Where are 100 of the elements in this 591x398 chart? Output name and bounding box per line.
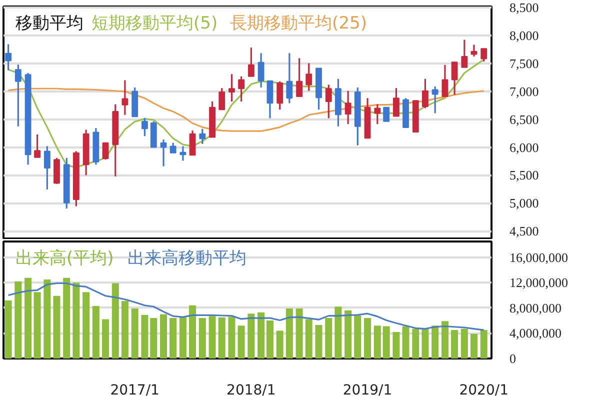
y-tick-label: 7,000 [510, 84, 539, 99]
bar [44, 279, 51, 358]
candlestick [14, 64, 22, 128]
candlestick [170, 142, 176, 154]
bar [364, 318, 372, 358]
bar [334, 306, 342, 358]
bar [296, 308, 303, 358]
y-tick-label: 7,500 [510, 56, 539, 71]
candlestick [199, 128, 206, 145]
bar [266, 320, 274, 358]
bar [238, 326, 245, 358]
bar [189, 305, 196, 358]
text: 長期移動平均(25) [230, 14, 367, 34]
y-tick-label: 8,000,000 [510, 300, 562, 316]
bar [102, 319, 110, 358]
bar [354, 315, 362, 358]
x-tick-label: 2017/1 [110, 382, 160, 398]
candlestick [276, 80, 284, 110]
bar [432, 326, 439, 358]
y-tick-label: 6,000 [510, 140, 539, 155]
candlestick [392, 87, 400, 118]
bar [112, 283, 119, 358]
y-tick-label: 6,500 [510, 112, 539, 127]
x-tick-label: 2018/1 [226, 382, 276, 398]
bar [92, 306, 100, 358]
candlestick [442, 64, 448, 98]
bar [392, 332, 400, 358]
series-label: 出来高(平均) [16, 248, 114, 268]
series-label: 出来高移動平均 [128, 248, 247, 268]
candlestick [160, 138, 167, 168]
candlestick [470, 44, 478, 58]
bar [460, 328, 468, 358]
bar [179, 317, 186, 358]
candlestick [34, 134, 40, 158]
bar [4, 300, 12, 358]
bar [422, 328, 429, 358]
bar [248, 314, 255, 358]
candlestick [54, 157, 60, 185]
candlestick [218, 87, 226, 110]
bar [276, 330, 284, 358]
bar [441, 321, 448, 358]
bar [160, 314, 168, 358]
bar [14, 281, 22, 358]
text: 短期移動平均(5) [92, 14, 218, 34]
x-tick-label: 2020/1 [459, 382, 508, 398]
bar [150, 318, 158, 358]
bar [325, 318, 332, 358]
candlestick [383, 106, 390, 122]
candlestick [266, 80, 274, 120]
y-tick-label: 12,000,000 [510, 275, 568, 290]
candlestick [44, 145, 50, 190]
candlestick [432, 86, 438, 114]
bar [374, 326, 381, 358]
bar [63, 278, 70, 358]
candlestick [451, 61, 458, 96]
bar [382, 326, 390, 358]
bar [24, 278, 32, 358]
candlestick [374, 103, 381, 125]
bar [53, 296, 60, 358]
y-tick-label: 0 [510, 351, 516, 366]
bar [286, 308, 293, 358]
candlestick [258, 52, 264, 88]
candlestick [344, 90, 352, 125]
bar [198, 318, 206, 358]
y-tick-label: 8,000 [510, 28, 539, 44]
y-tick-label: 4,500 [510, 224, 539, 239]
bar [131, 308, 138, 358]
bar [141, 314, 148, 358]
candlestick [296, 57, 303, 98]
y-tick-label: 5,500 [510, 168, 539, 183]
candlestick [325, 84, 332, 120]
bar [451, 330, 458, 358]
candlestick [422, 78, 428, 109]
bar [305, 319, 312, 358]
candlestick [238, 76, 244, 102]
candlestick [102, 142, 109, 160]
bar [315, 324, 322, 358]
bar [121, 300, 128, 358]
candlestick [141, 117, 148, 137]
candlestick [122, 79, 128, 116]
candlestick [286, 52, 293, 104]
bar [170, 318, 177, 358]
candlestick [461, 38, 468, 68]
bar [402, 326, 410, 358]
bar [208, 316, 216, 358]
x-tick-label: 2019/1 [342, 382, 392, 398]
bar [258, 312, 265, 358]
bar [228, 316, 236, 358]
candlestick [480, 48, 488, 62]
candlestick [5, 43, 12, 71]
y-tick-label: 16,000,000 [510, 250, 568, 265]
line-series [7, 282, 485, 331]
bar [470, 334, 478, 358]
legend-title: 移動平均 [16, 14, 84, 34]
bar [412, 328, 420, 358]
bar [218, 317, 226, 358]
bar [72, 282, 80, 358]
bar [34, 292, 41, 358]
bar [344, 310, 352, 358]
bar [480, 330, 488, 358]
